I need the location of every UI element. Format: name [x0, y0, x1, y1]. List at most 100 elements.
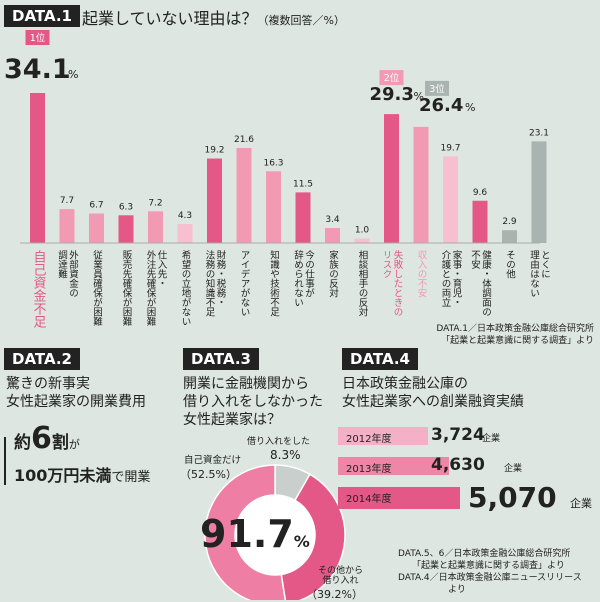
category-label-4-line-0: 仕入先・ — [155, 250, 167, 288]
rank-value-1: 34.1 — [4, 54, 71, 85]
data2-big-unit: 割 — [51, 433, 69, 453]
category-label-4: 仕入先・ 外注先確保が困難 — [145, 250, 167, 326]
bar-4 — [148, 211, 163, 243]
category-label-8: 知識や技術不足 — [268, 250, 279, 317]
rank-percent-3: % — [465, 101, 475, 114]
bar-value-label-17: 23.1 — [529, 128, 549, 138]
bar-9 — [295, 192, 311, 243]
category-label-5: 希望の立地がない — [180, 250, 191, 326]
category-label-14-line-1: 介護との両立 — [439, 250, 451, 307]
data4-year-2: 2014年度 — [346, 494, 392, 505]
data2-title: 驚きの新事実 女性起業家の開業費用 — [6, 375, 146, 411]
bar-value-label-4: 7.2 — [148, 198, 162, 208]
data4-source-line1: DATA.5、6／日本政策金融公庫総合研究所 — [398, 549, 571, 559]
data2-big-num: 6 — [31, 421, 52, 456]
data2-headline: 約6割が — [14, 424, 80, 459]
bar-11 — [354, 238, 370, 243]
data2-particle: が — [68, 438, 80, 451]
data4-value-1: 4,630 — [431, 455, 485, 475]
data3-center-number: 91.7 — [200, 512, 294, 556]
rank-percent-1: % — [68, 68, 78, 81]
category-label-2: 従業員確保が困難 — [91, 250, 102, 326]
bar-1 — [59, 209, 75, 243]
data2-title-line1: 驚きの新事実 — [6, 376, 90, 392]
bar-5 — [177, 224, 193, 243]
category-label-11-line-0: 相談相手の反対 — [356, 250, 368, 317]
data3-title-line1: 開業に金融機関から — [183, 376, 309, 392]
bar-12 — [384, 114, 399, 243]
data2-tag: DATA.2 — [4, 348, 80, 370]
bar-2 — [89, 213, 104, 243]
data1-title-note: （複数回答／%） — [257, 14, 345, 27]
rank-percent-2: % — [414, 90, 424, 103]
bar-value-label-3: 6.3 — [119, 202, 133, 212]
rank-badge-label-1: 1位 — [30, 32, 46, 44]
category-label-15-line-0: 健康・体調面の — [480, 250, 491, 317]
rank-badge-1 — [25, 30, 50, 45]
bar-10 — [325, 228, 340, 243]
category-label-13: 収入の不安 — [416, 250, 427, 298]
data4-title-line2: 女性起業家への創業融資実績 — [342, 394, 524, 410]
rank-badge-3 — [425, 80, 449, 96]
bar-value-label-15: 9.6 — [473, 188, 488, 198]
rank-badge-label-3: 3位 — [429, 83, 445, 95]
category-label-17-line-0: とくに — [539, 250, 550, 279]
data1-source: DATA.1／日本政策金融公庫総合研究所 「起業と起業意識に関する調査」より — [436, 323, 594, 347]
bar-value-label-5: 4.3 — [178, 211, 192, 221]
category-label-12-line-1: リスク — [380, 250, 392, 279]
data3-center-value: 91.7% — [200, 512, 310, 556]
data2-line2-bold: 100万円未満 — [14, 466, 112, 485]
category-label-7: アイデアがない — [239, 250, 250, 317]
category-label-0: 自己資金不足 — [31, 250, 46, 328]
category-label-17-line-1: 理由はない — [528, 250, 539, 298]
category-label-10-line-0: 家族の反対 — [327, 250, 338, 298]
rank-badge-label-2: 2位 — [384, 72, 400, 84]
bar-value-label-10: 3.4 — [325, 215, 340, 225]
category-label-14-line-0: 家事・育児・ — [450, 250, 462, 307]
data4-unit-2: 企業 — [570, 497, 592, 510]
category-label-7-line-0: アイデアがない — [238, 250, 250, 317]
category-label-11: 相談相手の反対 — [357, 250, 368, 317]
data4-bar-1 — [338, 457, 450, 475]
data2-line2: 100万円未満で開業 — [14, 462, 150, 486]
category-label-5-line-0: 希望の立地がない — [179, 250, 191, 326]
data3-title-line3: 女性起業家は？ — [183, 412, 281, 428]
data4-title: 日本政策金融公庫の 女性起業家への創業融資実績 — [342, 375, 524, 411]
data1-title: 起業していない理由は？（複数回答／%） — [82, 5, 345, 29]
data1-title-text: 起業していない理由は？ — [82, 9, 258, 28]
bar-value-label-2: 6.7 — [89, 201, 103, 211]
category-label-1-line-0: 外部資金の — [67, 250, 78, 298]
category-label-4-line-1: 外注先確保が困難 — [144, 250, 156, 326]
data4-year-1: 2013年度 — [346, 464, 392, 475]
category-label-16: その他 — [504, 250, 515, 279]
bar-value-label-1: 7.7 — [60, 196, 74, 206]
data3-label-own: 自己資金だけ — [184, 455, 242, 466]
rank-value-2: 29.3 — [370, 84, 414, 105]
data4-unit-0: 企業 — [482, 434, 501, 444]
data4-year-0: 2012年度 — [346, 434, 392, 445]
data3-title-line2: 借り入れをしなかった — [183, 394, 323, 410]
data3-label-other-line2: 借り入れ — [322, 576, 359, 586]
bar-15 — [472, 200, 488, 243]
bar-17 — [531, 141, 547, 243]
data4-tag: DATA.4 — [342, 348, 418, 370]
data2-line2-tail: で開業 — [111, 470, 151, 485]
category-label-15: 健康・体調面の 不安 — [469, 250, 491, 317]
rank-badge-2 — [379, 70, 404, 86]
data3-label-other-line1: その他から — [318, 566, 364, 576]
bar-value-label-11: 1.0 — [355, 226, 370, 236]
rank-value-3: 26.4 — [419, 95, 463, 116]
bar-value-label-16: 2.9 — [502, 217, 517, 227]
category-label-15-line-1: 不安 — [469, 250, 480, 269]
data4-source: DATA.5、6／日本政策金融公庫総合研究所 「起業と起業意識に関する調査」より… — [398, 548, 582, 596]
bar-16 — [502, 230, 517, 243]
category-label-1: 外部資金の 調達難 — [56, 250, 78, 298]
category-label-6-line-1: 法務の知識不足 — [203, 250, 215, 317]
bar-3 — [118, 215, 134, 243]
bar-0 — [30, 93, 45, 243]
data4-source-line2: 「起業と起業意識に関する調査」より — [412, 561, 565, 571]
category-label-6-line-0: 財務・税務・ — [214, 250, 226, 307]
bar-7 — [236, 147, 252, 243]
data2-big-prefix: 約 — [14, 433, 31, 453]
category-label-12: 失敗したときの リスク — [381, 250, 403, 317]
